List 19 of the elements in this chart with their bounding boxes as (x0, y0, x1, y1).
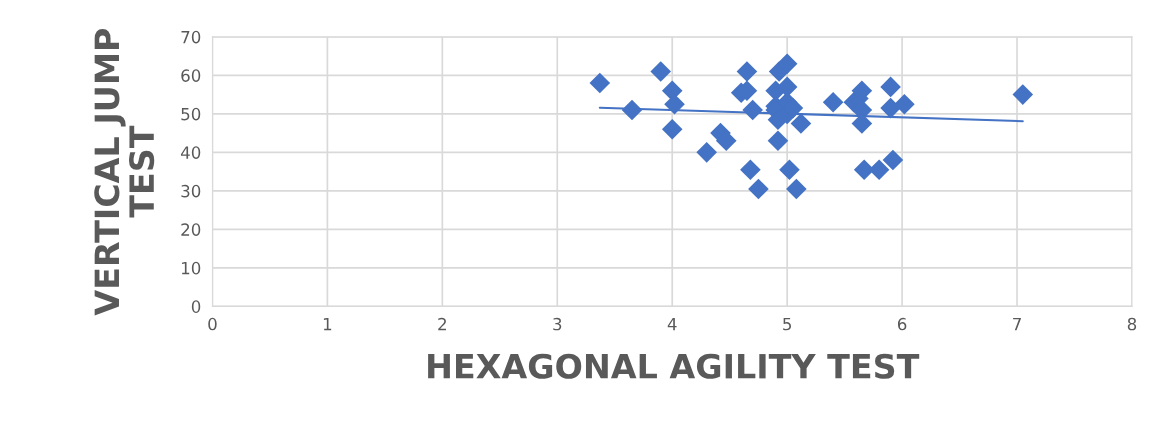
y-tick-label: 20 (181, 223, 201, 236)
x-axis-title: HEXAGONAL AGILITY TEST (428, 353, 920, 379)
x-tick-label: 2 (438, 317, 446, 331)
y-tick-label: 40 (180, 146, 201, 159)
y-tick-label: 70 (181, 30, 201, 44)
x-tick-label: 4 (667, 317, 677, 331)
x-tick-label: 0 (208, 317, 217, 331)
y-tick-label: 30 (181, 184, 201, 198)
x-tick-label: 1 (323, 317, 332, 331)
x-tick-label: 3 (553, 317, 562, 331)
x-tick-label: 5 (783, 317, 791, 331)
y-axis-title: VERTICAL JUMP TEST (94, 28, 155, 316)
x-tick-label: 8 (1127, 317, 1137, 331)
x-tick-label: 7 (1013, 317, 1021, 331)
y-tick-label: 10 (181, 261, 201, 275)
y-tick-label: 50 (181, 107, 201, 121)
y-tick-label: 60 (181, 69, 201, 82)
y-tick-label: 0 (191, 300, 201, 313)
x-tick-label: 6 (897, 317, 907, 331)
